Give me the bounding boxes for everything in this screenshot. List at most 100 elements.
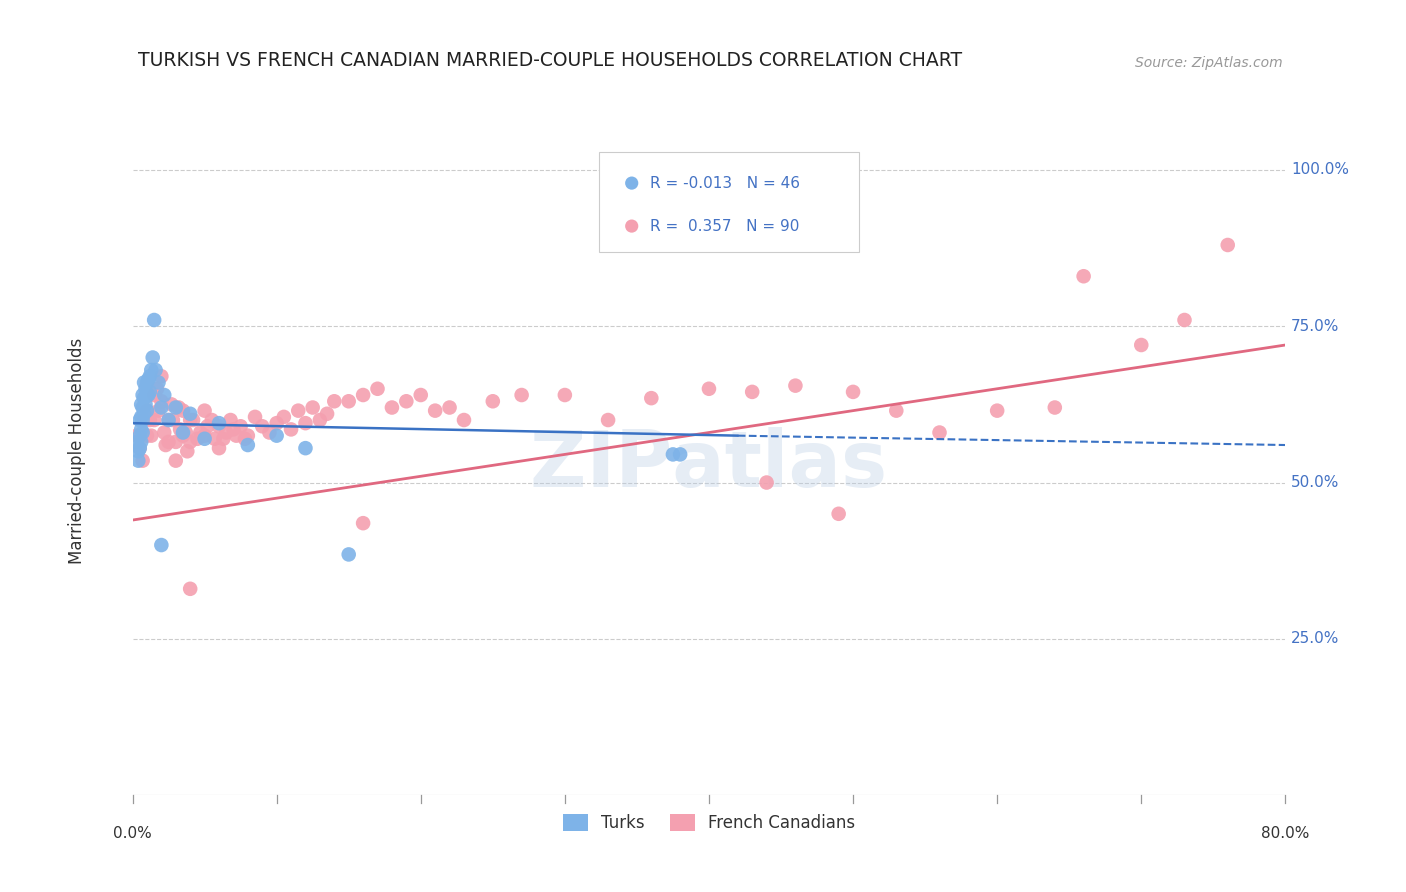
Text: 25.0%: 25.0% <box>1291 632 1340 647</box>
Point <box>181 413 204 427</box>
Point <box>148 376 170 390</box>
Point <box>150 394 173 409</box>
Point <box>165 453 187 467</box>
Point <box>128 441 150 455</box>
Point <box>662 447 685 461</box>
Point <box>129 422 152 436</box>
Point <box>128 428 150 442</box>
Point <box>294 441 316 455</box>
Point <box>142 351 165 365</box>
Point <box>481 394 503 409</box>
Point <box>129 397 152 411</box>
Point <box>669 447 692 461</box>
Text: 80.0%: 80.0% <box>1261 826 1309 841</box>
Point <box>129 409 152 424</box>
Point <box>174 425 197 440</box>
Point <box>131 388 153 402</box>
Point <box>153 388 176 402</box>
Point <box>323 394 346 409</box>
Text: TURKISH VS FRENCH CANADIAN MARRIED-COUPLE HOUSEHOLDS CORRELATION CHART: TURKISH VS FRENCH CANADIAN MARRIED-COUPL… <box>138 51 963 70</box>
Point <box>229 419 252 434</box>
Point <box>225 428 247 442</box>
Point <box>157 434 180 449</box>
Point <box>127 444 149 458</box>
Text: Source: ZipAtlas.com: Source: ZipAtlas.com <box>1136 55 1284 70</box>
Point <box>139 413 162 427</box>
Point <box>204 432 226 446</box>
Point <box>125 434 148 449</box>
Point <box>745 232 768 246</box>
Point <box>132 391 155 405</box>
Text: R =  0.357   N = 90: R = 0.357 N = 90 <box>650 219 800 234</box>
Point <box>1130 338 1153 352</box>
Text: 75.0%: 75.0% <box>1291 318 1340 334</box>
Point <box>127 453 149 467</box>
FancyBboxPatch shape <box>599 153 859 252</box>
Point <box>139 384 162 399</box>
Point <box>194 432 217 446</box>
Point <box>150 369 173 384</box>
Point <box>212 432 235 446</box>
Point <box>136 403 159 417</box>
Point <box>145 363 167 377</box>
Point <box>367 382 389 396</box>
Point <box>172 403 194 417</box>
Point <box>136 403 159 417</box>
Point <box>136 388 159 402</box>
Text: R = -0.013   N = 46: R = -0.013 N = 46 <box>650 176 800 191</box>
Point <box>129 434 152 449</box>
Point <box>167 401 190 415</box>
Point <box>316 407 339 421</box>
Point <box>219 413 242 427</box>
Point <box>197 419 219 434</box>
Point <box>131 401 153 415</box>
Point <box>201 413 224 427</box>
Point <box>131 425 153 440</box>
Point <box>194 403 217 417</box>
Legend: Turks, French Canadians: Turks, French Canadians <box>557 807 862 838</box>
Point <box>287 403 309 417</box>
Point <box>141 363 163 377</box>
Point <box>215 425 238 440</box>
Point <box>842 384 865 399</box>
Point <box>266 416 288 430</box>
Point <box>146 382 169 396</box>
Point <box>337 548 360 562</box>
Point <box>1043 401 1066 415</box>
Point <box>153 425 176 440</box>
Point <box>453 413 475 427</box>
Point <box>132 413 155 427</box>
Point <box>132 407 155 421</box>
Point <box>554 388 576 402</box>
Point <box>928 425 950 440</box>
Point <box>266 428 288 442</box>
Point <box>381 401 404 415</box>
Point <box>138 388 160 402</box>
Text: 50.0%: 50.0% <box>1291 475 1340 490</box>
Point <box>172 428 194 442</box>
Point <box>143 313 166 327</box>
Point <box>236 438 259 452</box>
Point <box>165 434 187 449</box>
Point <box>172 425 194 440</box>
Point <box>143 413 166 427</box>
Point <box>131 453 153 467</box>
Point <box>741 384 763 399</box>
Point <box>294 416 316 430</box>
Point <box>125 428 148 442</box>
Point <box>157 413 180 427</box>
Point <box>176 444 198 458</box>
Point <box>273 409 295 424</box>
Point <box>827 507 849 521</box>
Point <box>131 413 153 427</box>
Text: Married-couple Households: Married-couple Households <box>69 338 86 565</box>
Point <box>439 401 461 415</box>
Point <box>208 441 231 455</box>
Point <box>157 413 180 427</box>
Point <box>141 428 163 442</box>
Point <box>179 407 201 421</box>
Point <box>309 413 332 427</box>
Point <box>755 475 778 490</box>
Point <box>233 432 256 446</box>
Point <box>1216 238 1239 252</box>
